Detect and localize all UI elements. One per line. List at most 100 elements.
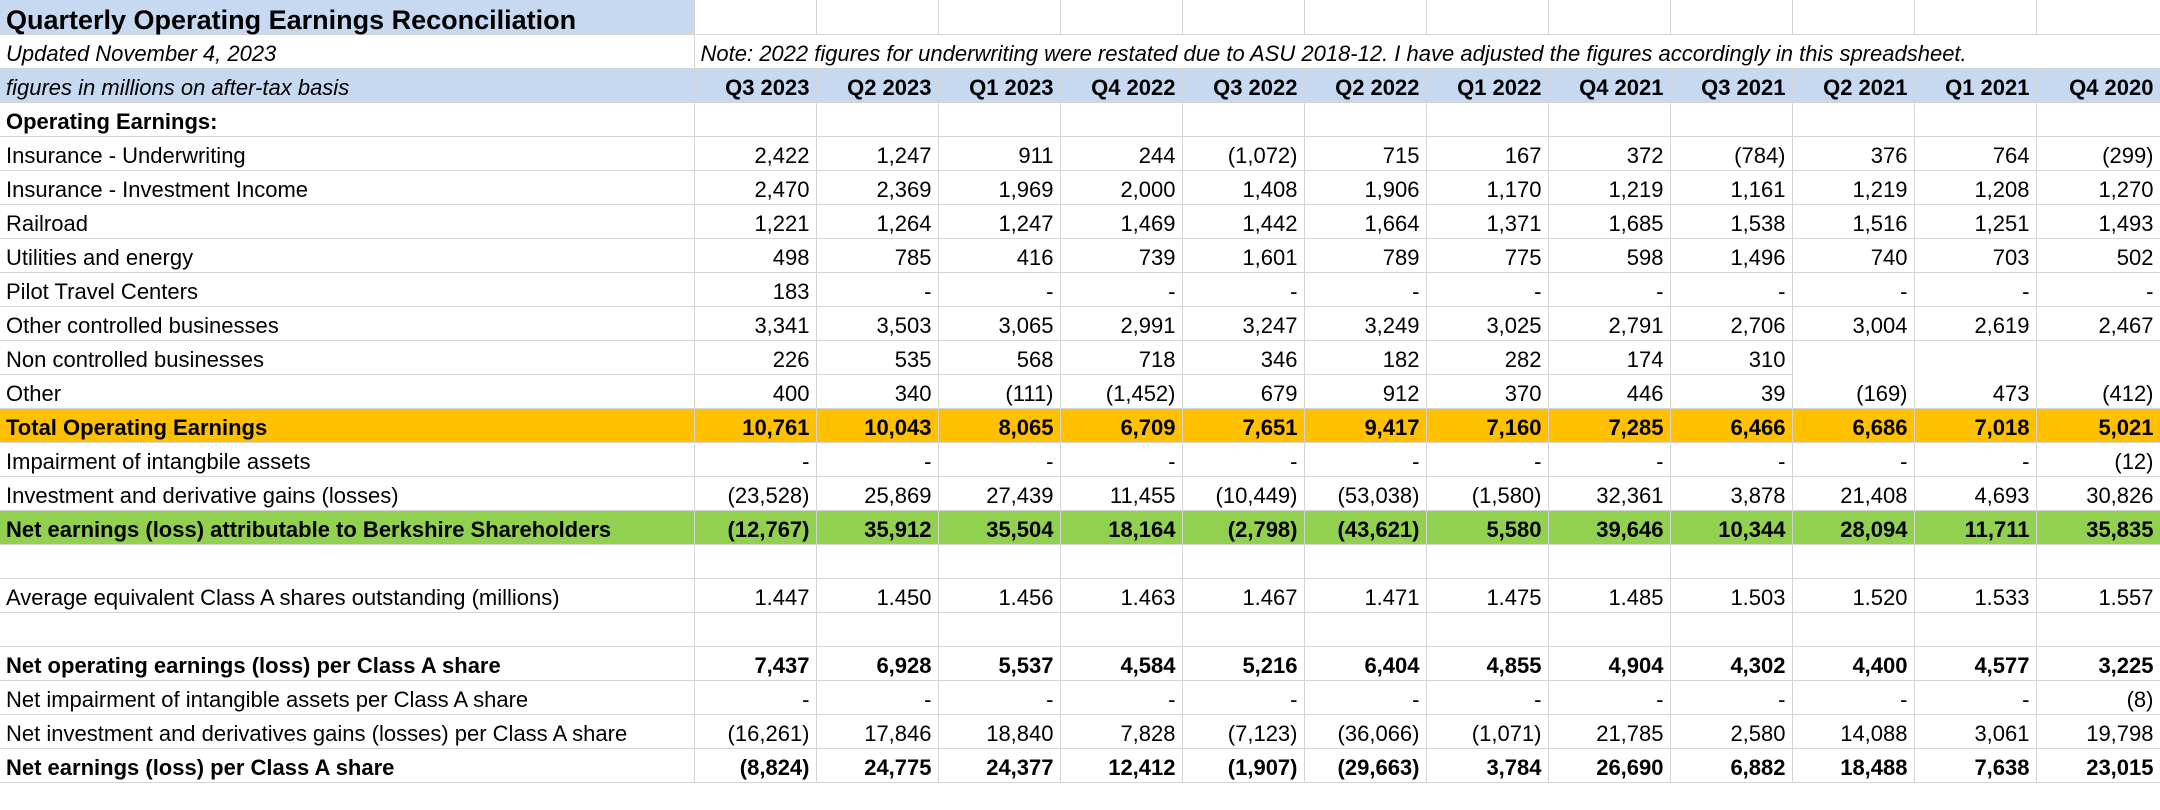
value-cell[interactable]: - (1914, 680, 2037, 715)
value-cell[interactable]: (10,449) (1182, 476, 1305, 511)
value-cell[interactable]: 4,855 (1426, 646, 1549, 681)
value-cell[interactable]: 7,285 (1548, 408, 1671, 443)
value-cell[interactable]: 6,686 (1792, 408, 1915, 443)
value-cell[interactable]: 1,264 (816, 204, 939, 239)
value-cell[interactable]: 1,208 (1914, 170, 2037, 205)
merged-value-cell[interactable]: (412) (2036, 340, 2160, 409)
empty-cell[interactable] (1304, 102, 1427, 137)
empty-cell[interactable] (1426, 102, 1549, 137)
value-cell[interactable]: 679 (1182, 374, 1305, 409)
value-cell[interactable]: 3,247 (1182, 306, 1305, 341)
value-cell[interactable]: 2,467 (2036, 306, 2160, 341)
value-cell[interactable]: 6,709 (1060, 408, 1183, 443)
empty-cell[interactable] (1548, 544, 1671, 579)
value-cell[interactable]: 3,225 (2036, 646, 2160, 681)
impairment-row-label[interactable]: Impairment of intangbile assets (0, 442, 695, 477)
empty-cell[interactable] (1670, 102, 1793, 137)
column-header-quarter[interactable]: Q3 2023 (694, 68, 817, 103)
empty-cell[interactable] (816, 612, 939, 647)
value-cell[interactable]: - (1060, 272, 1183, 307)
value-cell[interactable]: 1.533 (1914, 578, 2037, 613)
value-cell[interactable]: 6,928 (816, 646, 939, 681)
value-cell[interactable]: 23,015 (2036, 748, 2160, 783)
value-cell[interactable]: 1.463 (1060, 578, 1183, 613)
value-cell[interactable]: 10,761 (694, 408, 817, 443)
value-cell[interactable]: 3,784 (1426, 748, 1549, 783)
empty-cell[interactable] (2036, 102, 2160, 137)
value-cell[interactable]: (1,072) (1182, 136, 1305, 171)
empty-cell[interactable] (1670, 0, 1793, 35)
investment-gains-row-label[interactable]: Investment and derivative gains (losses) (0, 476, 695, 511)
empty-cell[interactable] (1060, 102, 1183, 137)
value-cell[interactable]: 1.447 (694, 578, 817, 613)
value-cell[interactable]: 2,619 (1914, 306, 2037, 341)
empty-cell[interactable] (694, 0, 817, 35)
segment-row-label[interactable]: Insurance - Underwriting (0, 136, 695, 171)
value-cell[interactable]: 1,601 (1182, 238, 1305, 273)
value-cell[interactable]: 739 (1060, 238, 1183, 273)
value-cell[interactable]: (784) (1670, 136, 1793, 171)
value-cell[interactable]: 32,361 (1548, 476, 1671, 511)
value-cell[interactable]: - (1792, 272, 1915, 307)
value-cell[interactable]: (29,663) (1304, 748, 1427, 783)
value-cell[interactable]: 17,846 (816, 714, 939, 749)
empty-cell[interactable] (1548, 612, 1671, 647)
per-share-investment-row-label[interactable]: Net investment and derivatives gains (lo… (0, 714, 695, 749)
value-cell[interactable]: 2,000 (1060, 170, 1183, 205)
empty-cell[interactable] (1792, 0, 1915, 35)
value-cell[interactable]: 400 (694, 374, 817, 409)
per-share-net-row-label[interactable]: Net earnings (loss) per Class A share (0, 748, 695, 783)
value-cell[interactable]: 1,219 (1792, 170, 1915, 205)
value-cell[interactable]: 25,869 (816, 476, 939, 511)
value-cell[interactable]: 1.485 (1548, 578, 1671, 613)
merged-value-cell[interactable]: 473 (1914, 340, 2037, 409)
column-header-quarter[interactable]: Q1 2023 (938, 68, 1061, 103)
value-cell[interactable]: 24,377 (938, 748, 1061, 783)
empty-cell[interactable] (694, 544, 817, 579)
empty-cell[interactable] (2036, 612, 2160, 647)
empty-cell[interactable] (0, 612, 695, 647)
restatement-note[interactable]: Note: 2022 figures for underwriting were… (694, 34, 2160, 69)
value-cell[interactable]: (299) (2036, 136, 2160, 171)
empty-cell[interactable] (694, 102, 817, 137)
segment-row-label[interactable]: Pilot Travel Centers (0, 272, 695, 307)
value-cell[interactable]: 28,094 (1792, 510, 1915, 545)
empty-cell[interactable] (816, 544, 939, 579)
value-cell[interactable]: 4,693 (1914, 476, 2037, 511)
value-cell[interactable]: - (1304, 442, 1427, 477)
value-cell[interactable]: 1,408 (1182, 170, 1305, 205)
empty-cell[interactable] (0, 544, 695, 579)
value-cell[interactable]: 2,706 (1670, 306, 1793, 341)
column-header-quarter[interactable]: Q4 2022 (1060, 68, 1183, 103)
value-cell[interactable]: 10,043 (816, 408, 939, 443)
value-cell[interactable]: 4,302 (1670, 646, 1793, 681)
value-cell[interactable]: 3,503 (816, 306, 939, 341)
value-cell[interactable]: - (1670, 272, 1793, 307)
value-cell[interactable]: 372 (1548, 136, 1671, 171)
value-cell[interactable]: 1,161 (1670, 170, 1793, 205)
value-cell[interactable]: - (1914, 272, 2037, 307)
value-cell[interactable]: 282 (1426, 340, 1549, 375)
value-cell[interactable]: 1.467 (1182, 578, 1305, 613)
value-cell[interactable]: 12,412 (1060, 748, 1183, 783)
updated-date[interactable]: Updated November 4, 2023 (0, 34, 695, 69)
empty-cell[interactable] (938, 0, 1061, 35)
value-cell[interactable]: 182 (1304, 340, 1427, 375)
value-cell[interactable]: 1.456 (938, 578, 1061, 613)
value-cell[interactable]: 502 (2036, 238, 2160, 273)
value-cell[interactable]: 24,775 (816, 748, 939, 783)
value-cell[interactable]: 6,466 (1670, 408, 1793, 443)
value-cell[interactable]: 19,798 (2036, 714, 2160, 749)
value-cell[interactable]: 2,470 (694, 170, 817, 205)
value-cell[interactable]: - (816, 272, 939, 307)
value-cell[interactable]: - (1670, 680, 1793, 715)
empty-cell[interactable] (1548, 102, 1671, 137)
segment-row-label[interactable]: Non controlled businesses (0, 340, 695, 375)
value-cell[interactable]: 598 (1548, 238, 1671, 273)
value-cell[interactable]: 3,061 (1914, 714, 2037, 749)
value-cell[interactable]: 21,408 (1792, 476, 1915, 511)
value-cell[interactable]: 2,580 (1670, 714, 1793, 749)
value-cell[interactable]: (7,123) (1182, 714, 1305, 749)
value-cell[interactable]: 35,504 (938, 510, 1061, 545)
page-title[interactable]: Quarterly Operating Earnings Reconciliat… (0, 0, 695, 35)
